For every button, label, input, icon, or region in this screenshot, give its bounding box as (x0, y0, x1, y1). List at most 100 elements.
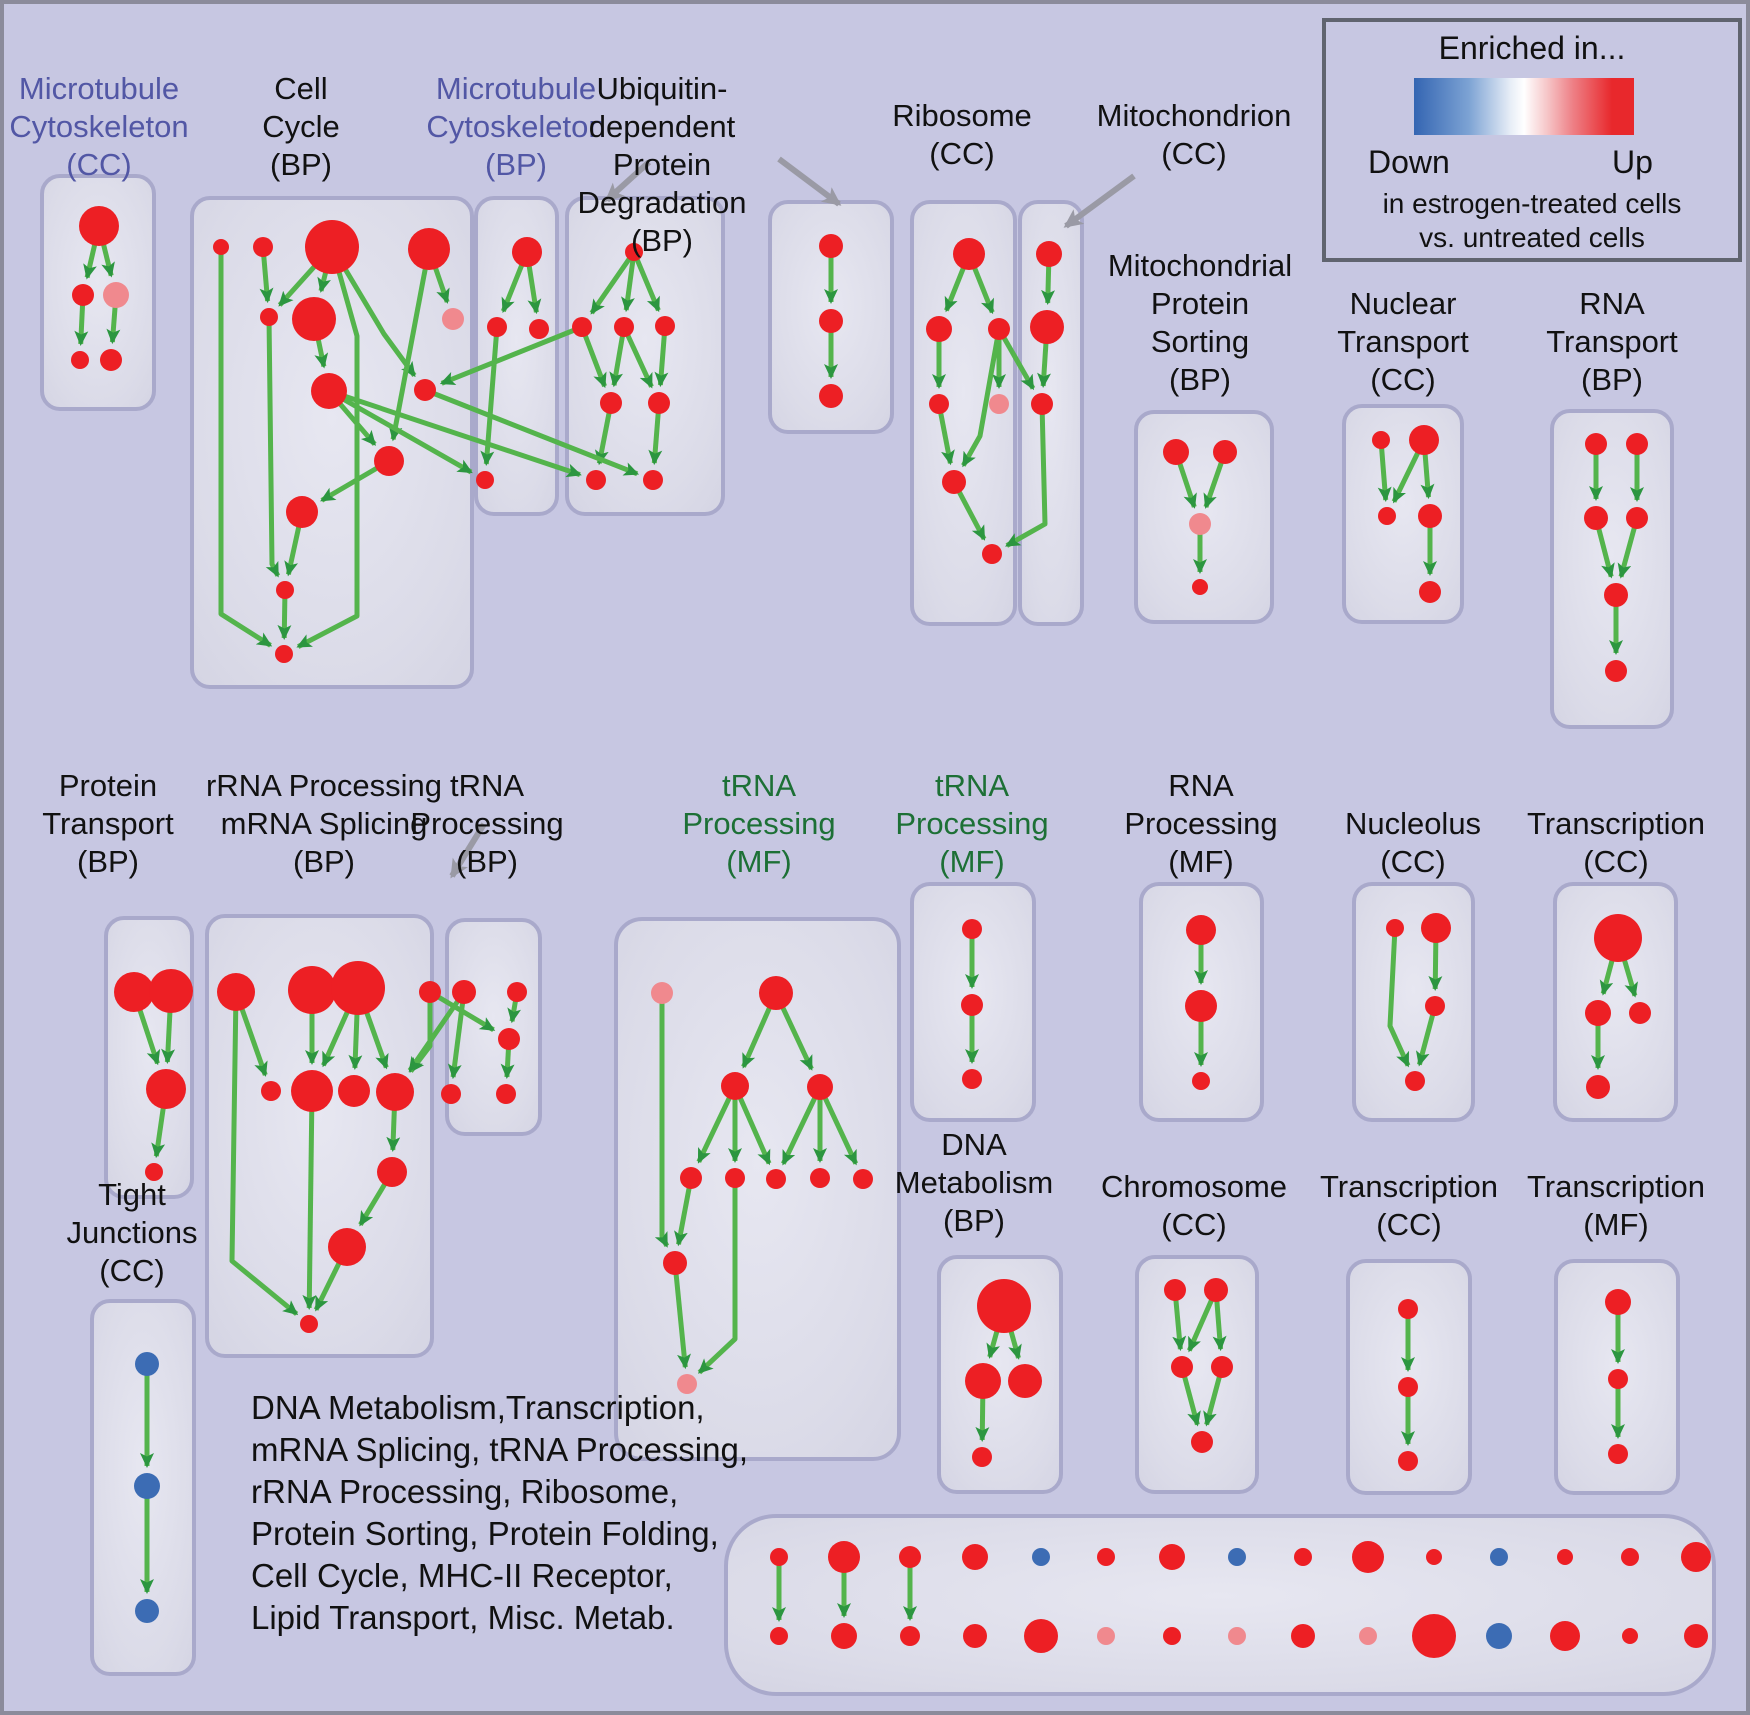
node-mt-cc-1 (72, 284, 94, 306)
node-mitochondrion-0 (1036, 241, 1062, 267)
edge-ubiquitin-a-5 (621, 325, 654, 389)
label-trna-bp-line-1: Processing (410, 806, 563, 841)
group-box-mt-cc (40, 174, 156, 411)
node-mito-sorting-3 (1192, 579, 1208, 595)
node-misc-box-17 (900, 1626, 920, 1646)
node-cell-cycle-4 (260, 308, 278, 326)
legend-title: Enriched in... (1438, 30, 1626, 66)
node-rrna-mrna-4 (261, 1081, 281, 1101)
label-mito-sorting-line-2: Sorting (1151, 324, 1249, 359)
cross-edge-3 (439, 324, 583, 386)
label-trna-mf-2-line-0: tRNA (935, 768, 1009, 803)
annotation-arrow-3 (449, 822, 487, 879)
node-rna-mf-2 (1192, 1072, 1210, 1090)
edge-trna-bp-0 (447, 991, 467, 1080)
label-mito-sorting-line-3: (BP) (1169, 362, 1231, 397)
network-diagram: MicrotubuleCytoskeleton(CC)CellCycle(BP)… (9, 71, 1716, 1696)
node-tight-junctions-0 (135, 1352, 159, 1376)
node-ubiquitin-b-1 (819, 309, 843, 333)
node-cell-cycle-7 (311, 373, 347, 409)
node-trna-mf-1-8 (853, 1169, 873, 1189)
node-transcription-mf-1 (1608, 1369, 1628, 1389)
node-ubiquitin-a-0 (625, 243, 643, 261)
group-box-transcription-cc-1 (1553, 882, 1678, 1122)
node-cell-cycle-6 (442, 308, 464, 330)
label-rna-transport-line-0: RNA (1579, 286, 1645, 321)
label-transcription-cc-1-line-1: (CC) (1583, 844, 1648, 879)
label-transcription-mf-line-0: Transcription (1527, 1169, 1705, 1204)
group-box-dna-metabolism (937, 1255, 1063, 1494)
node-ubiquitin-a-1 (572, 317, 592, 337)
label-trna-mf-2-line-1: Processing (895, 806, 1048, 841)
node-rna-transport-3 (1626, 507, 1648, 529)
label-trna-mf-1-line-2: (MF) (726, 844, 791, 879)
node-rna-transport-5 (1605, 660, 1627, 682)
label-nucleolus-line-1: (CC) (1380, 844, 1445, 879)
annotation-arrow-0 (604, 159, 652, 203)
node-trna-mf-1-5 (725, 1168, 745, 1188)
node-rrna-mrna-7 (376, 1073, 414, 1111)
node-rrna-mrna-2 (331, 961, 385, 1015)
edge-ubiquitin-a-0 (589, 250, 637, 315)
edge-trna-mf-1-8 (654, 993, 670, 1248)
node-misc-box-15 (770, 1627, 788, 1645)
edge-nuclear-transport-0 (1377, 439, 1392, 502)
annotation-arrow-2 (1063, 173, 1136, 229)
edge-nucleolus-0 (1387, 927, 1411, 1068)
group-box-transcription-cc-2 (1346, 1259, 1472, 1495)
edge-ubiquitin-a-2 (631, 251, 661, 313)
node-mt-bp-2 (529, 319, 549, 339)
node-nucleolus-3 (1405, 1071, 1425, 1091)
legend-note-line1: in estrogen-treated cells (1382, 188, 1682, 219)
label-rna-mf-line-0: RNA (1168, 768, 1234, 803)
node-misc-box-25 (1412, 1614, 1456, 1658)
label-tight-junctions-line-1: Junctions (67, 1215, 198, 1250)
node-misc-box-29 (1684, 1624, 1708, 1648)
node-rna-transport-4 (1604, 583, 1628, 607)
node-misc-box-5 (1097, 1548, 1115, 1566)
node-rrna-mrna-5 (291, 1070, 333, 1112)
node-trna-mf-1-1 (759, 976, 793, 1010)
node-chromosome-4 (1191, 1431, 1213, 1453)
label-transcription-cc-1-line-0: Transcription (1527, 806, 1705, 841)
node-misc-box-9 (1352, 1541, 1384, 1573)
node-ribosome-0 (953, 238, 985, 270)
edge-ribosome-4 (961, 328, 1002, 468)
label-trna-bp-line-0: tRNA (450, 768, 524, 803)
node-misc-box-11 (1490, 1548, 1508, 1566)
misc-note-line-1: mRNA Splicing, tRNA Processing, (251, 1431, 748, 1468)
label-cell-cycle-line-1: Cycle (262, 109, 340, 144)
label-trna-mf-1-line-0: tRNA (722, 768, 796, 803)
group-box-trna-mf-1 (614, 917, 901, 1461)
node-misc-box-28 (1622, 1628, 1638, 1644)
node-misc-box-20 (1097, 1627, 1115, 1645)
node-ubiquitin-b-2 (819, 384, 843, 408)
edge-ribosome-5 (936, 403, 955, 466)
node-chromosome-3 (1211, 1356, 1233, 1378)
node-ribosome-1 (926, 316, 952, 342)
node-mt-bp-0 (512, 237, 542, 267)
label-chromosome-line-0: Chromosome (1101, 1169, 1287, 1204)
label-protein-transport-line-1: Transport (42, 806, 174, 841)
node-trna-bp-3 (441, 1084, 461, 1104)
label-mitochondrion-line-0: Mitochondrion (1097, 98, 1292, 133)
node-ribosome-5 (942, 470, 966, 494)
annotation-arrow-1 (777, 156, 842, 207)
node-misc-box-3 (962, 1544, 988, 1570)
edge-trna-mf-1-2 (696, 1084, 738, 1164)
node-misc-box-14 (1681, 1542, 1711, 1572)
label-trna-mf-1-line-1: Processing (682, 806, 835, 841)
label-dna-metabolism-line-0: DNA (941, 1127, 1007, 1162)
node-dna-metabolism-2 (1008, 1364, 1042, 1398)
edge-trna-mf-1-10 (672, 1262, 691, 1370)
node-cell-cycle-1 (253, 237, 273, 257)
edge-mt-bp-2 (480, 326, 500, 466)
label-trna-mf-2-line-2: (MF) (939, 844, 1004, 879)
node-misc-box-18 (963, 1624, 987, 1648)
node-mt-bp-3 (476, 471, 494, 489)
label-dna-metabolism-line-2: (BP) (943, 1203, 1005, 1238)
node-trna-mf-1-2 (721, 1072, 749, 1100)
node-misc-box-24 (1359, 1627, 1377, 1645)
edge-cell-cycle-9 (265, 316, 281, 578)
